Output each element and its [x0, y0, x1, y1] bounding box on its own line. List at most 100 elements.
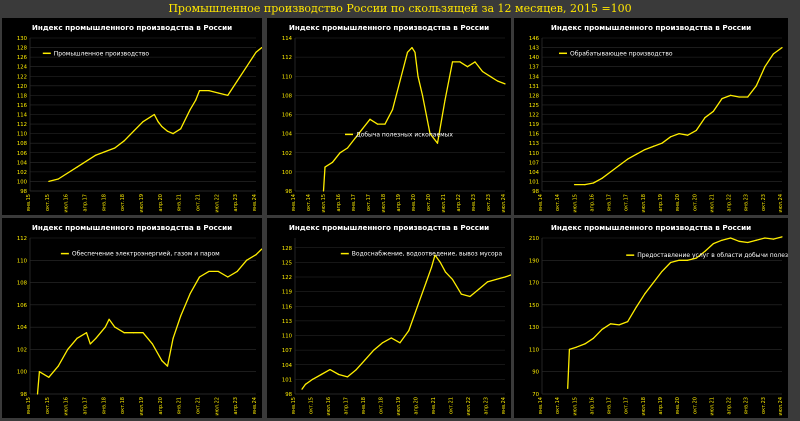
- y-tick-label: 106: [282, 113, 293, 119]
- data-point: [478, 288, 480, 290]
- x-tick-label: окт.21: [196, 397, 202, 414]
- data-point: [261, 248, 262, 250]
- data-point: [369, 118, 371, 120]
- data-point: [755, 85, 757, 87]
- y-tick-label: 100: [17, 370, 28, 376]
- data-point: [198, 89, 201, 92]
- data-point: [76, 337, 78, 339]
- data-point: [575, 346, 577, 348]
- x-tick-label: апр.19: [396, 194, 402, 211]
- y-tick-label: 124: [17, 65, 28, 71]
- x-tick-label: июл.24: [778, 397, 784, 416]
- x-tick-label: янв.14: [538, 194, 544, 211]
- x-tick-label: июл.16: [64, 194, 70, 213]
- data-point: [142, 332, 144, 334]
- x-tick-label: июл.24: [501, 194, 507, 213]
- x-tick-label: окт.14: [555, 397, 561, 414]
- data-point: [189, 293, 191, 295]
- panel-background: [514, 218, 788, 418]
- data-point: [568, 348, 571, 351]
- x-tick-label: янв.18: [101, 194, 107, 211]
- y-tick-label: 98: [532, 189, 539, 195]
- data-point: [236, 270, 238, 273]
- chart-panel-manufacturing: Индекс промышленного производства в Росс…: [514, 18, 788, 215]
- y-tick-label: 107: [529, 160, 539, 166]
- x-tick-label: июл.21: [709, 194, 715, 213]
- y-tick-label: 98: [285, 189, 292, 195]
- y-tick-label: 114: [282, 36, 293, 42]
- data-point: [764, 66, 766, 68]
- y-tick-label: 104: [17, 325, 28, 331]
- data-point: [324, 166, 326, 168]
- y-tick-label: 112: [17, 236, 27, 242]
- data-point: [678, 259, 680, 261]
- data-point: [57, 365, 59, 367]
- y-tick-label: 118: [17, 93, 28, 99]
- x-tick-label: июл.19: [139, 194, 145, 213]
- x-tick-label: апр.23: [233, 194, 239, 211]
- data-point: [460, 293, 462, 295]
- y-tick-label: 108: [17, 281, 28, 287]
- data-point: [48, 180, 50, 183]
- y-tick-label: 98: [285, 392, 292, 398]
- data-point: [95, 337, 97, 339]
- data-point: [504, 83, 506, 85]
- data-point: [132, 332, 135, 334]
- data-point: [738, 96, 740, 98]
- data-point: [208, 89, 210, 92]
- data-point: [151, 343, 154, 345]
- data-point: [687, 134, 689, 136]
- y-tick-label: 104: [282, 363, 293, 369]
- data-point: [172, 337, 174, 339]
- data-point: [301, 388, 303, 390]
- data-point: [567, 387, 569, 390]
- x-tick-label: июл.21: [441, 194, 447, 213]
- x-tick-label: окт.14: [306, 194, 312, 211]
- data-point: [627, 158, 629, 160]
- data-point: [592, 337, 595, 339]
- data-point: [430, 266, 433, 268]
- data-point: [85, 332, 88, 334]
- y-tick-label: 104: [282, 132, 293, 138]
- data-point: [161, 125, 163, 128]
- chart-panel-electricity: Индекс промышленного производства в Росс…: [2, 218, 262, 418]
- data-point: [166, 365, 169, 367]
- data-point: [781, 46, 783, 49]
- data-point: [261, 46, 262, 49]
- data-point: [712, 242, 715, 245]
- x-tick-label: апр.19: [658, 397, 664, 414]
- x-tick-label: окт.23: [486, 194, 492, 211]
- data-point: [338, 373, 340, 376]
- data-point: [416, 305, 419, 307]
- y-tick-label: 110: [529, 347, 540, 353]
- y-tick-label: 110: [17, 258, 28, 264]
- y-tick-label: 102: [17, 170, 27, 176]
- data-point: [627, 320, 629, 323]
- y-tick-label: 119: [529, 122, 539, 128]
- x-tick-label: апр.22: [727, 397, 733, 414]
- x-tick-label: окт.17: [624, 194, 630, 211]
- y-tick-label: 104: [529, 170, 540, 176]
- x-tick-label: апр.17: [344, 397, 350, 414]
- y-tick-label: 112: [282, 55, 292, 61]
- data-point: [339, 152, 341, 154]
- x-tick-label: окт.14: [555, 194, 561, 211]
- chart-panel-industrial-production: Индекс промышленного производства в Росс…: [2, 18, 262, 215]
- data-point: [669, 136, 672, 138]
- data-point: [245, 259, 248, 261]
- y-tick-label: 122: [17, 74, 27, 80]
- data-point: [609, 171, 612, 173]
- data-point: [687, 259, 689, 261]
- legend-label: Предоставление услуг в области добычи по…: [637, 252, 788, 259]
- data-point: [439, 261, 441, 263]
- data-point: [208, 270, 210, 273]
- data-point: [304, 383, 307, 385]
- data-point: [481, 70, 484, 73]
- y-tick-label: 107: [282, 348, 292, 354]
- data-point: [123, 332, 125, 334]
- data-point: [180, 315, 182, 317]
- y-tick-label: 98: [20, 189, 27, 195]
- data-point: [704, 117, 706, 119]
- y-tick-label: 122: [282, 275, 292, 281]
- y-tick-label: 106: [17, 303, 28, 309]
